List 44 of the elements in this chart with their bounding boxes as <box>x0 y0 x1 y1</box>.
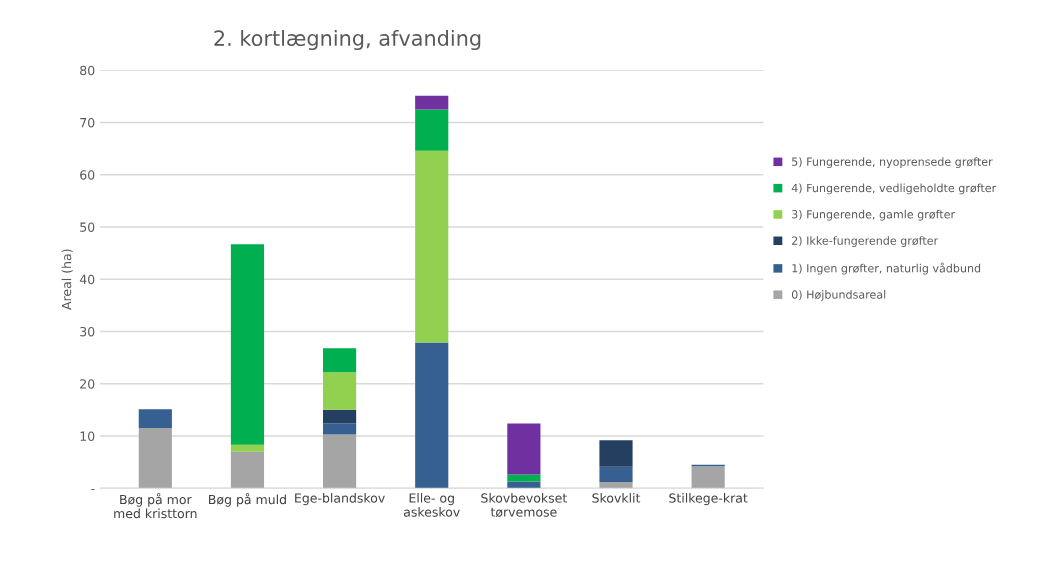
bar <box>323 423 357 435</box>
legend-label: 0) Højbundsareal <box>791 290 886 301</box>
chart-title: 2. kortlægning, afvanding <box>214 29 481 51</box>
y-tick-label: 60 <box>80 170 95 180</box>
bar <box>599 481 633 489</box>
y-tick-label: 20 <box>80 379 95 389</box>
bar <box>323 434 357 489</box>
x-tick-label: Stilkege-krat <box>669 493 748 506</box>
bar <box>323 372 357 410</box>
y-tick-label: 80 <box>80 65 95 76</box>
bar <box>230 244 265 445</box>
bar <box>599 466 633 482</box>
bar <box>415 95 449 110</box>
bar <box>230 444 265 452</box>
bar <box>138 428 172 489</box>
bar <box>323 409 357 424</box>
y-axis-title: Areal (ha) <box>61 249 73 310</box>
bar <box>323 348 357 373</box>
legend-label: 4) Fungerende, vedligeholdte grøfter <box>791 183 997 195</box>
x-tick-label: Skovbevokset tørvemose <box>481 493 567 518</box>
bar <box>507 423 541 475</box>
bar <box>507 481 541 489</box>
y-tick-label: 40 <box>79 274 95 285</box>
x-tick-label: Bøg på muld <box>209 493 286 507</box>
legend-label: 3) Fungerende, gamle grøfter <box>792 209 956 221</box>
x-tick-label: Ege-blandskov <box>295 493 385 506</box>
bar <box>415 109 449 151</box>
y-tick-label: 10 <box>80 431 95 441</box>
bar <box>599 440 633 467</box>
bar <box>691 466 725 489</box>
x-tick-label: Skovklit <box>592 493 641 503</box>
bar <box>415 150 449 343</box>
legend-label: 2) Ikke-fungerende grøfter <box>792 236 939 247</box>
y-tick-label: 70 <box>80 117 95 128</box>
y-tick-label: 30 <box>80 326 95 337</box>
legend-label: 1) Ingen grøfter, naturlig vådbund <box>792 262 981 275</box>
x-tick-label: Elle- og askeskov <box>403 493 460 517</box>
x-tick-label: Bøg på mor med kristtorn <box>114 493 197 519</box>
bar <box>230 451 265 489</box>
legend-label: 5) Fungerende, nyoprensede grøfter <box>792 157 993 169</box>
bar <box>138 409 172 429</box>
y-tick-label: 50 <box>80 222 95 232</box>
y-tick-label: - <box>91 489 95 491</box>
bar <box>415 342 449 489</box>
